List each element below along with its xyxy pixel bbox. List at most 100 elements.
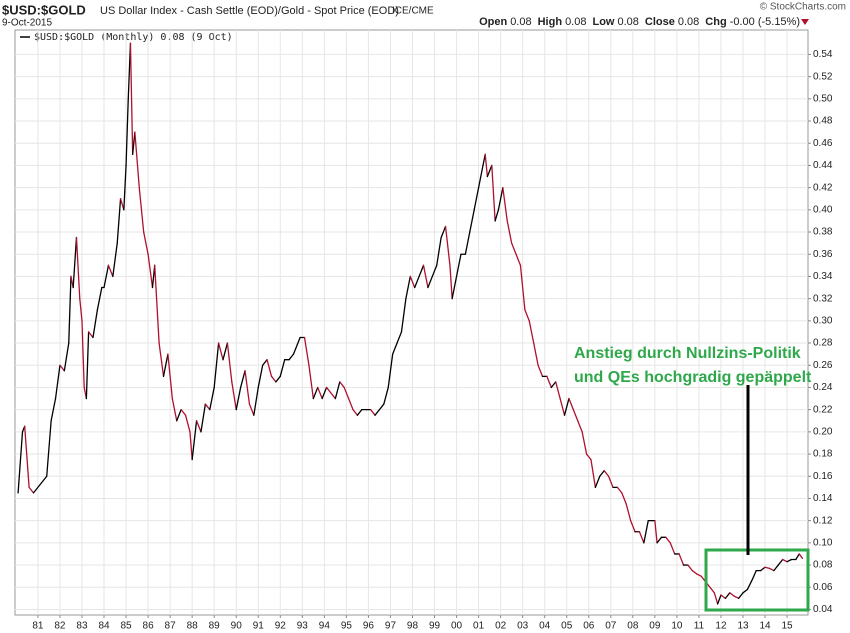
line-segment	[134, 131, 140, 189]
line-segment	[46, 420, 52, 477]
x-tick-label: 13	[737, 621, 749, 632]
line-segment	[347, 397, 354, 411]
annotation: und QEs hochgradig gepäppelt	[574, 369, 812, 386]
line-segment	[239, 370, 246, 389]
line-segment	[400, 297, 407, 333]
x-tick-label: 84	[98, 621, 110, 632]
line-segment	[392, 342, 398, 355]
line-segment	[217, 342, 224, 361]
line-segment	[464, 231, 471, 255]
x-tick-label: 92	[275, 621, 287, 632]
line-segment	[68, 275, 72, 344]
exchange: ICE/CME	[392, 6, 434, 17]
source: © StockCharts.com	[760, 2, 846, 13]
line-segment	[581, 431, 588, 455]
line-segment	[669, 542, 676, 555]
line-segment	[777, 558, 784, 566]
line-segment	[222, 342, 229, 361]
line-segment	[405, 275, 411, 300]
line-segment	[550, 381, 557, 389]
line-segment	[107, 264, 114, 278]
line-segment	[594, 475, 601, 488]
line-segment	[599, 470, 605, 477]
line-segment	[477, 164, 484, 189]
line-segment	[59, 364, 66, 372]
line-segment	[616, 486, 623, 494]
line-segment	[167, 353, 173, 400]
line-segment	[449, 264, 453, 300]
line-segment	[191, 420, 198, 461]
x-tick-label: 94	[319, 621, 331, 632]
line-segment	[607, 475, 614, 488]
y-tick-label: 0.12	[813, 515, 833, 526]
line-segment	[729, 592, 735, 597]
y-tick-label: 0.10	[813, 537, 833, 548]
line-segment	[312, 386, 319, 400]
line-segment	[414, 275, 420, 289]
x-tick-label: 97	[385, 621, 397, 632]
line-segment	[773, 564, 779, 572]
line-segment	[537, 364, 544, 377]
line-segment	[422, 264, 429, 289]
x-tick-label: 07	[605, 621, 617, 632]
x-tick-label: 86	[143, 621, 155, 632]
line-segment	[112, 242, 118, 278]
line-segment	[431, 264, 438, 278]
line-segment	[396, 331, 403, 344]
line-segment	[546, 375, 552, 389]
line-segment	[374, 408, 381, 416]
x-tick-label: 06	[583, 621, 595, 632]
change-arrow	[801, 19, 809, 25]
y-tick-label: 0.16	[813, 471, 833, 482]
x-tick-label: 14	[759, 621, 771, 632]
x-tick-label: 01	[473, 621, 485, 632]
line-segment	[275, 375, 281, 383]
line-segment	[154, 264, 160, 344]
line-segment	[200, 403, 207, 433]
line-segment	[742, 588, 749, 594]
x-tick-label: 08	[627, 621, 639, 632]
line-segment	[643, 519, 649, 544]
y-tick-label: 0.44	[813, 160, 833, 171]
line-segment	[28, 486, 35, 494]
chart-title: $USD:$GOLD	[2, 2, 86, 17]
line-segment	[559, 397, 566, 416]
line-segment	[409, 275, 416, 289]
line-segment	[691, 569, 698, 575]
line-segment	[737, 592, 744, 599]
x-tick-label: 02	[495, 621, 507, 632]
line-segment	[334, 381, 341, 400]
y-tick-label: 0.48	[813, 116, 833, 127]
line-segment	[786, 558, 793, 563]
x-tick-label: 03	[517, 621, 529, 632]
line-segment	[497, 186, 504, 211]
line-segment	[751, 569, 757, 582]
x-tick-label: 12	[715, 621, 727, 632]
line-segment	[92, 309, 99, 339]
line-segment	[378, 403, 385, 411]
quote-label: Open	[479, 16, 507, 28]
line-segment	[85, 331, 90, 400]
y-tick-label: 0.34	[813, 271, 833, 282]
y-tick-label: 0.28	[813, 338, 833, 349]
x-tick-label: 87	[165, 621, 177, 632]
line-segment	[524, 309, 530, 322]
line-segment	[638, 531, 645, 544]
line-segment	[17, 431, 24, 494]
y-tick-label: 0.22	[813, 404, 833, 415]
line-segment	[32, 475, 48, 494]
line-segment	[189, 431, 193, 461]
line-segment	[147, 253, 154, 289]
y-tick-label: 0.42	[813, 182, 833, 193]
line-segment	[451, 275, 458, 300]
line-segment	[713, 592, 719, 605]
line-segment	[759, 566, 766, 572]
line-segment	[724, 592, 731, 599]
line-segment	[764, 566, 771, 570]
line-segment	[176, 408, 182, 422]
line-segment	[321, 386, 328, 400]
line-segment	[266, 359, 273, 377]
line-segment	[158, 342, 165, 377]
line-segment	[81, 320, 85, 389]
